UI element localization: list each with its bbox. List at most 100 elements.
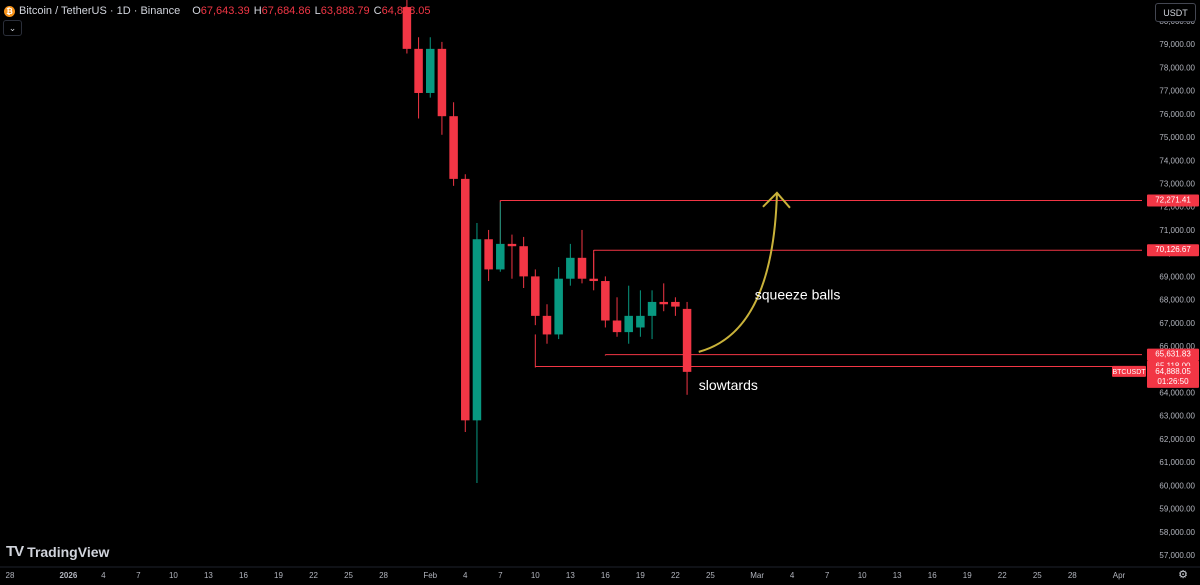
x-tick-label: 28 (1068, 571, 1077, 580)
settings-icon[interactable]: ⚙ (1178, 569, 1188, 581)
y-tick-label: 62,000.00 (1159, 435, 1195, 444)
y-tick-label: 71,000.00 (1159, 226, 1195, 235)
annotation-text: squeeze balls (755, 287, 841, 303)
candle-down (659, 301, 668, 305)
current-price-tag-text: 64,888.05 (1155, 367, 1191, 376)
y-tick-label: 66,000.00 (1159, 342, 1195, 351)
x-tick-label: 16 (239, 571, 248, 580)
arrow-head (762, 191, 791, 209)
x-tick-label: 4 (790, 571, 795, 580)
x-tick-label: 22 (998, 571, 1007, 580)
chevron-down-icon: ⌄ (8, 22, 17, 33)
y-tick-label: 75,000.00 (1159, 133, 1195, 142)
level-price-tag (1147, 244, 1199, 257)
y-tick-label: 64,000.00 (1159, 388, 1195, 397)
candle-up (472, 239, 482, 421)
candle-down (402, 7, 412, 49)
x-tick-label: 19 (636, 571, 645, 580)
y-tick-label: 57,000.00 (1159, 551, 1195, 560)
tradingview-watermark: TV TradingView (6, 543, 109, 560)
candle-down (449, 116, 458, 179)
x-tick-label: 10 (169, 571, 178, 580)
candle-down (542, 315, 552, 335)
candle-down (577, 257, 587, 279)
y-tick-label: 76,000.00 (1159, 110, 1195, 119)
close-value: 64,888.05 (381, 5, 431, 17)
x-tick-label: 13 (204, 571, 213, 580)
x-tick-label: Feb (423, 571, 437, 580)
symbol-tag (1112, 365, 1146, 377)
y-tick-label: 63,000.00 (1159, 412, 1195, 421)
level-price-tag (1147, 194, 1199, 207)
x-tick-label: 10 (858, 571, 867, 580)
high-key: H (253, 5, 262, 17)
squeeze-arrow (698, 192, 778, 353)
candle-up (426, 48, 435, 93)
x-tick-label: 28 (379, 571, 388, 580)
high-value: 67,684.86 (261, 5, 311, 17)
candle-up (496, 243, 505, 270)
x-tick-label: 7 (498, 571, 503, 580)
y-tick-label: 60,000.00 (1159, 481, 1195, 490)
price-axis (1143, 0, 1200, 585)
low-value: 63,888.79 (320, 5, 370, 17)
x-tick-label: 25 (344, 571, 353, 580)
currency-button[interactable]: USDT (1155, 3, 1196, 22)
candle-down (671, 301, 680, 307)
y-tick-label: 77,000.00 (1159, 87, 1195, 96)
x-tick-label: 25 (1033, 571, 1042, 580)
level-price-tag-text: 65,631.83 (1155, 350, 1191, 359)
symbol-tag-text: BTCUSDT (1112, 369, 1146, 376)
candle-down (612, 320, 622, 333)
y-tick-label: 74,000.00 (1159, 156, 1195, 165)
x-tick-label: 13 (566, 571, 575, 580)
candle-down (414, 48, 423, 93)
y-tick-label: 69,000.00 (1159, 272, 1195, 281)
y-tick-label: 72,000.00 (1159, 203, 1195, 212)
x-tick-label: 16 (928, 571, 937, 580)
chart-header: ₿ Bitcoin / TetherUS · 1D · Binance O 67,… (4, 3, 431, 19)
symbol-title[interactable]: Bitcoin / TetherUS · 1D · Binance (19, 5, 181, 17)
candle-down (484, 239, 493, 270)
tradingview-text: TradingView (27, 543, 110, 560)
x-tick-label: 19 (274, 571, 283, 580)
y-tick-label: 78,000.00 (1159, 63, 1195, 72)
x-tick-label: 4 (101, 571, 106, 580)
x-tick-label: 22 (671, 571, 680, 580)
candle-up (647, 301, 657, 316)
candle-up (624, 315, 633, 333)
candle-up (566, 257, 575, 279)
y-tick-label: 58,000.00 (1159, 528, 1195, 537)
y-tick-label: 79,000.00 (1159, 40, 1195, 49)
low-key: L (314, 5, 321, 17)
candle-down (601, 281, 610, 321)
bitcoin-icon: ₿ (4, 5, 15, 17)
candle-down (589, 278, 598, 282)
x-tick-label: 28 (6, 571, 15, 580)
candle-down (682, 308, 692, 372)
candle-down (531, 276, 540, 316)
x-tick-label: 16 (601, 571, 610, 580)
x-tick-label: 4 (463, 571, 468, 580)
candle-up (554, 278, 563, 335)
collapse-legend-button[interactable]: ⌄ (3, 20, 22, 36)
y-tick-label: 61,000.00 (1159, 458, 1195, 467)
x-tick-label: 13 (893, 571, 902, 580)
x-tick-label: 2026 (59, 571, 77, 580)
current-price-tag-text: 01:26:50 (1157, 377, 1189, 386)
x-tick-label: 7 (136, 571, 141, 580)
candle-down (437, 48, 447, 117)
x-tick-label: 10 (531, 571, 540, 580)
annotation-text: slowtards (699, 377, 758, 393)
x-tick-label: 7 (825, 571, 830, 580)
x-tick-label: 19 (963, 571, 972, 580)
x-tick-label: 22 (309, 571, 318, 580)
x-tick-label: 25 (706, 571, 715, 580)
candle-down (519, 246, 528, 277)
y-tick-label: 59,000.00 (1159, 505, 1195, 514)
tradingview-logo-icon: TV (6, 543, 24, 560)
open-value: 67,643.39 (200, 5, 250, 17)
current-price-tag (1147, 365, 1199, 388)
open-key: O (192, 5, 201, 17)
